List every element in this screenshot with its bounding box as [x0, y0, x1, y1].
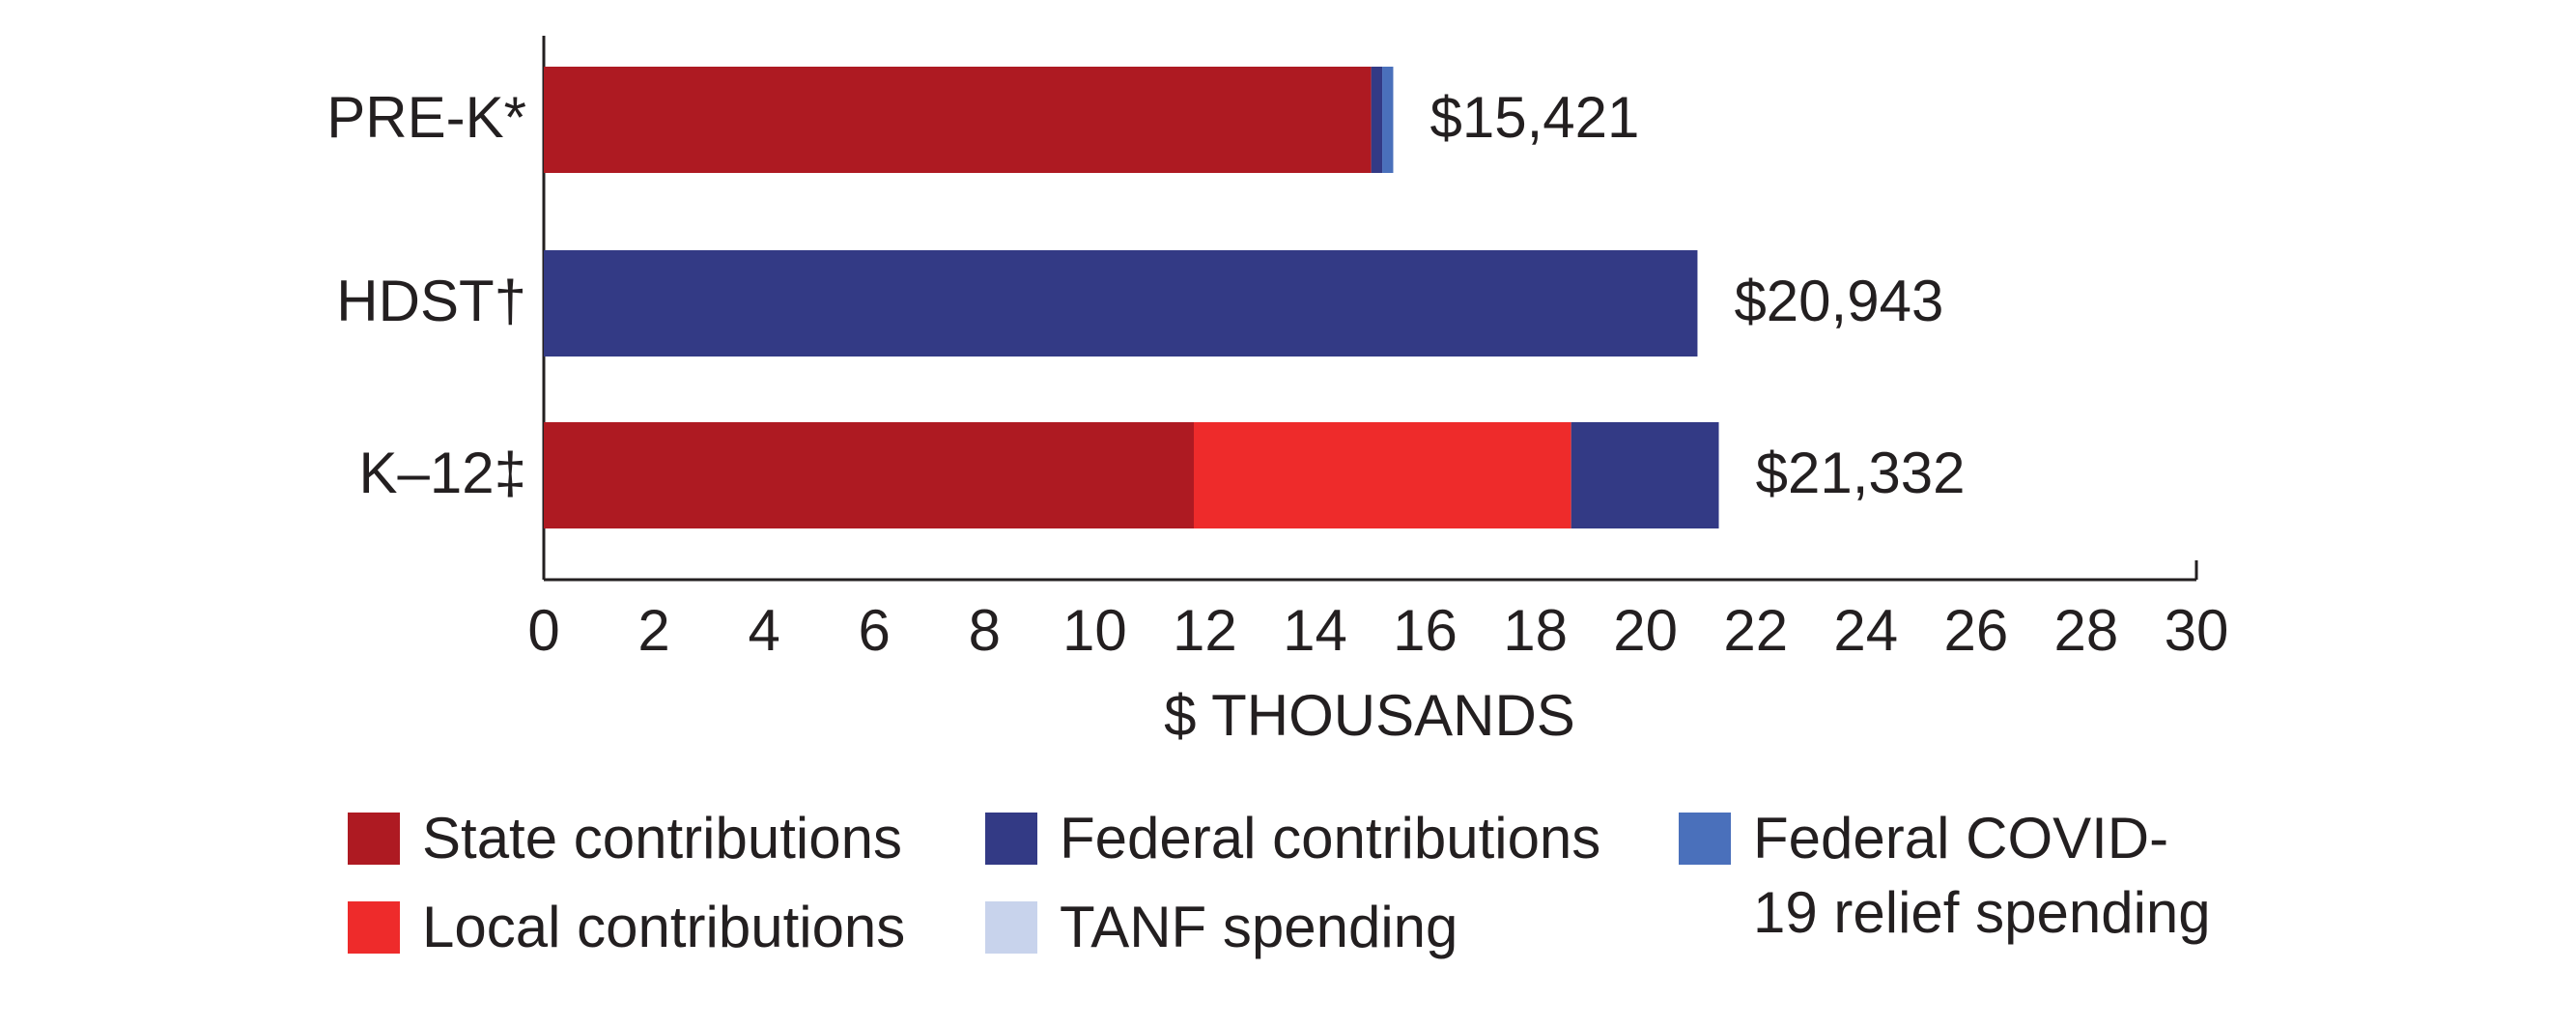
legend-swatch: [1679, 813, 1731, 865]
bar-segment: [1193, 422, 1571, 528]
legend-swatch: [348, 813, 400, 865]
bar-segment: [1371, 67, 1383, 173]
legend-swatch: [985, 813, 1037, 865]
x-tick-label: 12: [1173, 598, 1237, 663]
x-tick-label: 30: [2165, 598, 2229, 663]
legend-swatch: [348, 901, 400, 954]
x-tick-label: 0: [527, 598, 559, 663]
x-tick-label: 24: [1833, 598, 1898, 663]
bar-segment: [544, 422, 1194, 528]
legend-label: State contributions: [422, 806, 902, 870]
x-tick-label: 14: [1283, 598, 1347, 663]
x-tick-label: 18: [1503, 598, 1568, 663]
bar-segment: [544, 250, 1698, 357]
legend-swatch: [985, 901, 1037, 954]
x-tick-label: 4: [748, 598, 779, 663]
x-tick-label: 20: [1613, 598, 1678, 663]
y-tick-label: K–12‡: [359, 441, 527, 505]
legend-label: TANF spending: [1060, 895, 1458, 959]
legend-item: TANF spending: [985, 890, 1603, 964]
y-tick-label: PRE-K*: [326, 85, 526, 150]
bar-segment: [544, 67, 1372, 173]
x-tick-label: 2: [637, 598, 669, 663]
x-tick-label: 6: [859, 598, 891, 663]
legend-item: State contributions: [348, 801, 927, 875]
x-tick-label: 26: [1943, 598, 2008, 663]
legend-item: Federal contributions: [985, 801, 1603, 875]
x-tick-label: 22: [1723, 598, 1788, 663]
x-tick-label: 8: [969, 598, 1001, 663]
bar-segment: [1571, 422, 1719, 528]
legend-label: Federal COVID-19 relief spending: [1753, 806, 2211, 945]
total-label: $21,332: [1756, 441, 1966, 505]
x-tick-label: 10: [1062, 598, 1127, 663]
legend-label: Federal contributions: [1060, 806, 1601, 870]
total-label: $20,943: [1734, 269, 1943, 333]
bar-segment: [1382, 67, 1394, 173]
x-tick-label: 28: [2054, 598, 2119, 663]
legend-item: Federal COVID-19 relief spending: [1679, 801, 2220, 950]
y-tick-label: HDST†: [336, 269, 526, 333]
x-axis-label: $ THOUSANDS: [1164, 683, 1575, 748]
x-tick-label: 16: [1393, 598, 1458, 663]
total-label: $15,421: [1430, 85, 1640, 150]
legend-item: Local contributions: [348, 890, 927, 964]
legend-label: Local contributions: [422, 895, 906, 959]
